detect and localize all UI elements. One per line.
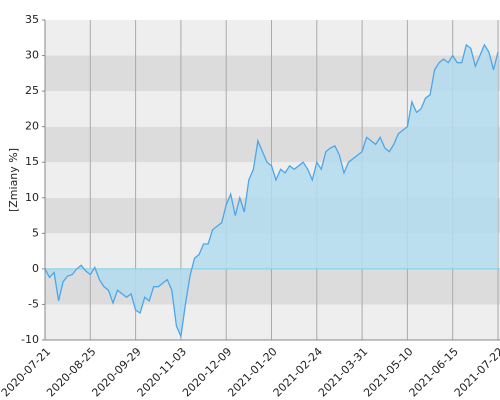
y-tick-label: 10: [25, 191, 39, 204]
y-tick-label: 20: [25, 120, 39, 133]
y-axis-label: [Zmiany %]: [7, 148, 20, 212]
grid-band: [45, 20, 500, 56]
area: [45, 44, 498, 337]
y-tick-label: -5: [28, 297, 39, 310]
y-tick-label: 5: [32, 226, 39, 239]
y-tick-label: 35: [25, 13, 39, 26]
y-tick-label: 15: [25, 155, 39, 168]
y-tick-label: 25: [25, 84, 39, 97]
grid-band: [45, 304, 500, 340]
grid-band: [45, 55, 500, 92]
y-tick-label: 0: [32, 262, 39, 275]
y-tick-label: 30: [25, 49, 39, 62]
y-tick-label: -10: [21, 333, 39, 346]
line: [44, 43, 499, 339]
